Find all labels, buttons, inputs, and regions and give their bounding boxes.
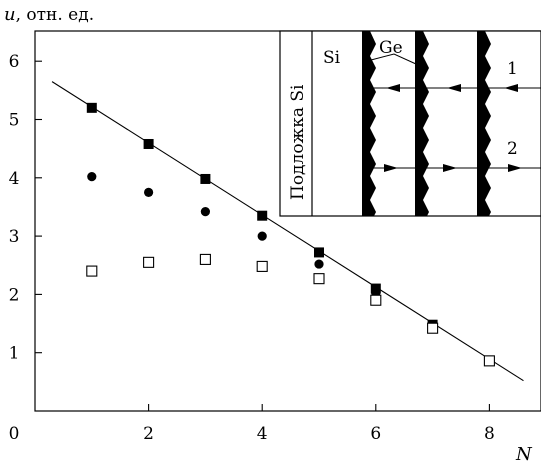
point-open-square bbox=[86, 265, 98, 277]
si-label: Si bbox=[323, 48, 341, 68]
fit-line-layer bbox=[51, 81, 524, 382]
ge-layer-3 bbox=[477, 31, 491, 216]
point-filled-circle bbox=[144, 187, 154, 197]
x-tick-label: 8 bbox=[484, 424, 495, 444]
point-filled-square bbox=[86, 102, 97, 113]
ray-1-label: 1 bbox=[507, 59, 518, 79]
y-tick-label: 5 bbox=[9, 111, 20, 131]
point-open-square bbox=[199, 253, 211, 265]
fit-line bbox=[51, 81, 524, 382]
point-filled-square bbox=[200, 173, 211, 184]
ray-1-arrowhead bbox=[386, 84, 400, 92]
inset-diagram: Подложка Si Si Ge 1 2 bbox=[279, 30, 541, 217]
y-tick-label: 3 bbox=[9, 227, 20, 247]
points-layer bbox=[86, 102, 495, 367]
y-tick-label: 6 bbox=[9, 52, 20, 72]
y-tick-label: 2 bbox=[9, 285, 20, 305]
x-tick-label: 2 bbox=[143, 424, 154, 444]
point-open-square bbox=[370, 294, 382, 306]
x-tick-label: 4 bbox=[257, 424, 268, 444]
point-filled-circle bbox=[200, 207, 210, 217]
ray-2-arrowhead bbox=[508, 164, 522, 172]
y-tick-label: 1 bbox=[9, 344, 20, 364]
point-filled-circle bbox=[314, 259, 324, 269]
point-open-square bbox=[143, 256, 155, 268]
point-open-square bbox=[313, 273, 325, 285]
point-filled-square bbox=[370, 283, 381, 294]
point-filled-square bbox=[143, 138, 154, 149]
inset-frame bbox=[279, 30, 541, 217]
x-tick-label: 0 bbox=[9, 424, 20, 444]
y-tick-label: 4 bbox=[9, 169, 20, 189]
point-open-square bbox=[256, 260, 268, 272]
ge-label: Ge bbox=[379, 38, 403, 58]
x-axis-label: N bbox=[515, 444, 533, 465]
ticks-layer: 0 2 4 6 8 1 2 3 4 5 6 bbox=[9, 52, 495, 444]
ray-2-arrowhead bbox=[384, 164, 398, 172]
point-filled-square bbox=[257, 210, 268, 221]
ge-pointer-line bbox=[370, 53, 417, 65]
ray-1-arrowhead bbox=[447, 84, 461, 92]
point-open-square bbox=[427, 322, 439, 334]
ray-2-label: 2 bbox=[507, 139, 518, 159]
y-axis-label: u, отн. ед. bbox=[4, 4, 94, 25]
substrate-label: Подложка Si bbox=[288, 84, 308, 200]
ge-layer-1 bbox=[362, 31, 376, 216]
x-tick-label: 6 bbox=[370, 424, 381, 444]
ray-2-arrowhead bbox=[443, 164, 457, 172]
point-filled-circle bbox=[257, 231, 267, 241]
point-filled-circle bbox=[87, 172, 97, 182]
point-filled-square bbox=[314, 247, 324, 258]
ray-1-arrowhead bbox=[504, 84, 518, 92]
point-open-square bbox=[483, 355, 495, 367]
ge-layer-2 bbox=[415, 31, 429, 216]
